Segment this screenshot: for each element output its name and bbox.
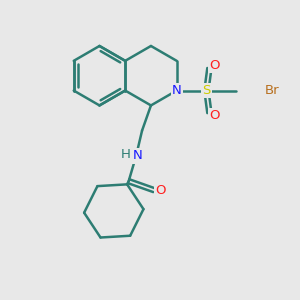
Text: Br: Br bbox=[264, 84, 279, 97]
Text: O: O bbox=[209, 59, 220, 72]
Text: O: O bbox=[155, 184, 166, 196]
Text: S: S bbox=[202, 84, 211, 97]
Text: O: O bbox=[209, 109, 220, 122]
Text: N: N bbox=[172, 84, 182, 97]
Text: N: N bbox=[133, 149, 142, 162]
Text: H: H bbox=[121, 148, 130, 161]
